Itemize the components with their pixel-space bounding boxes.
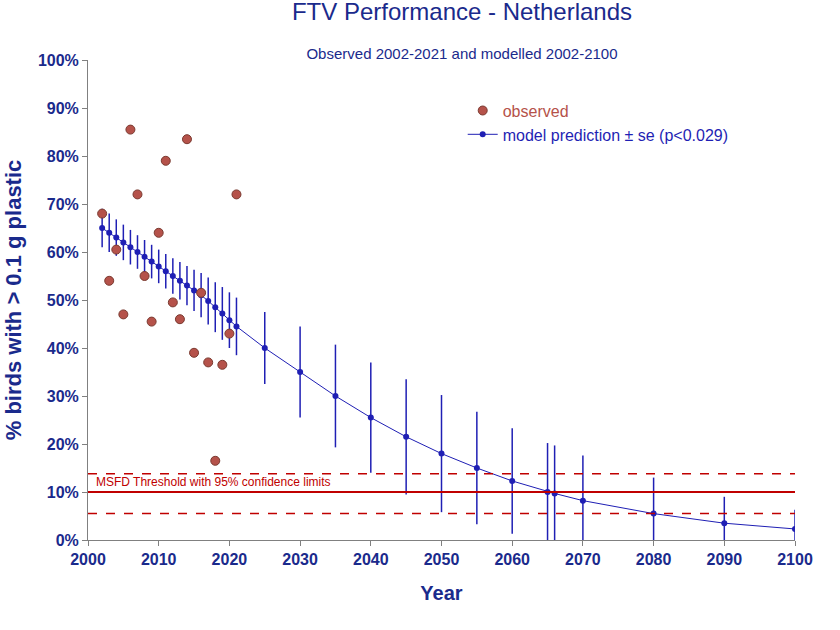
svg-text:2020: 2020 (212, 551, 248, 568)
svg-text:100%: 100% (38, 52, 79, 69)
svg-text:model prediction ± se (p<0.029: model prediction ± se (p<0.029) (503, 127, 728, 144)
svg-text:50%: 50% (47, 292, 79, 309)
svg-text:0%: 0% (56, 532, 79, 549)
svg-text:2080: 2080 (636, 551, 672, 568)
svg-text:MSFD Threshold with 95% confid: MSFD Threshold with 95% confidence limit… (96, 475, 331, 489)
svg-text:2050: 2050 (424, 551, 460, 568)
svg-text:30%: 30% (47, 388, 79, 405)
svg-text:Observed 2002-2021 and modelle: Observed 2002-2021 and modelled 2002-210… (306, 45, 617, 62)
svg-text:Year: Year (420, 582, 462, 604)
svg-text:FTV Performance - Netherlands: FTV Performance - Netherlands (292, 0, 632, 25)
svg-text:2070: 2070 (565, 551, 601, 568)
svg-text:40%: 40% (47, 340, 79, 357)
svg-text:% birds with > 0.1 g plastic: % birds with > 0.1 g plastic (1, 160, 26, 441)
svg-text:2060: 2060 (494, 551, 530, 568)
svg-text:90%: 90% (47, 100, 79, 117)
svg-text:60%: 60% (47, 244, 79, 261)
svg-text:2010: 2010 (141, 551, 177, 568)
svg-text:2000: 2000 (70, 551, 106, 568)
svg-text:observed: observed (503, 103, 569, 120)
svg-text:80%: 80% (47, 148, 79, 165)
svg-text:2030: 2030 (282, 551, 318, 568)
svg-text:70%: 70% (47, 196, 79, 213)
svg-text:10%: 10% (47, 484, 79, 501)
svg-text:2100: 2100 (777, 551, 813, 568)
svg-text:2040: 2040 (353, 551, 389, 568)
svg-text:20%: 20% (47, 436, 79, 453)
svg-text:2090: 2090 (707, 551, 743, 568)
